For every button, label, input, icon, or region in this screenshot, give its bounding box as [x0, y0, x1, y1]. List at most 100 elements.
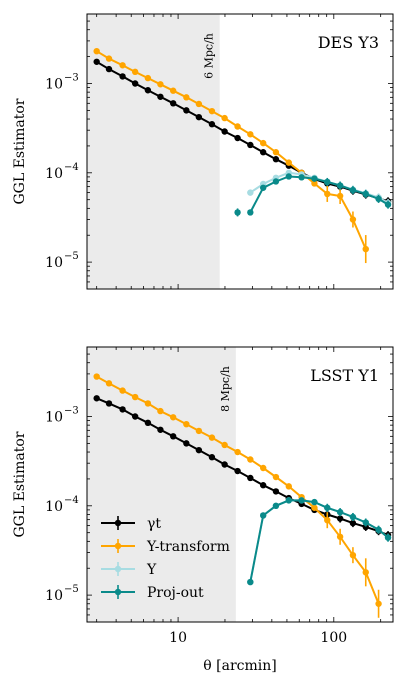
- data-point: [208, 434, 216, 441]
- legend-marker: [114, 588, 122, 596]
- data-point: [375, 600, 382, 607]
- data-point: [259, 149, 267, 156]
- legend-label: Proj-out: [147, 585, 204, 601]
- data-point: [375, 526, 382, 533]
- data-point: [247, 209, 254, 216]
- data-point: [272, 473, 280, 481]
- series-Proj-out: [247, 497, 392, 586]
- data-point: [183, 420, 190, 428]
- data-point: [157, 426, 164, 433]
- data-point: [349, 551, 357, 559]
- scale-cut-label: 8 Mpc/h: [219, 366, 232, 412]
- data-point: [183, 107, 190, 114]
- data-point: [259, 139, 267, 147]
- data-point: [93, 373, 100, 380]
- data-point: [272, 149, 280, 156]
- data-point: [119, 73, 126, 80]
- data-point: [349, 519, 357, 527]
- data-point: [362, 245, 369, 253]
- data-point: [285, 483, 292, 490]
- data-point: [247, 456, 254, 463]
- data-point: [311, 498, 318, 506]
- y-tick-exponent: −5: [64, 251, 79, 262]
- y-tick-label: 10: [45, 255, 63, 271]
- data-point: [259, 512, 267, 519]
- y-tick-exponent: −3: [64, 405, 79, 416]
- data-point: [384, 534, 392, 541]
- data-point: [144, 400, 152, 407]
- data-point: [324, 190, 331, 198]
- data-point: [247, 131, 254, 138]
- data-point: [169, 433, 177, 440]
- data-point: [285, 159, 292, 166]
- axes-frame: [86, 13, 394, 290]
- data-point: [336, 533, 344, 540]
- data-point: [324, 504, 331, 511]
- data-point: [105, 380, 113, 387]
- data-point: [195, 446, 203, 454]
- data-point: [157, 81, 164, 88]
- y-tick-label: 10: [45, 409, 63, 425]
- data-point: [259, 184, 267, 191]
- data-point: [131, 68, 139, 76]
- data-point: [131, 80, 139, 87]
- legend-label: Υ: [146, 562, 157, 578]
- data-point: [169, 100, 177, 107]
- data-point: [336, 515, 344, 522]
- data-point: [208, 107, 216, 115]
- data-point: [105, 65, 113, 73]
- data-point: [234, 123, 241, 130]
- data-point: [195, 113, 203, 121]
- data-point: [93, 395, 100, 402]
- data-point: [311, 504, 318, 511]
- series-γt: [93, 395, 392, 540]
- series-Y-transform: [93, 47, 369, 264]
- y-tick-label: 10: [45, 588, 63, 604]
- y-tick-exponent: −3: [64, 72, 79, 83]
- data-point: [259, 464, 267, 472]
- scale-cut-region: [87, 14, 220, 289]
- legend: γt Y-transform Υ Proj-out: [101, 516, 230, 601]
- data-point: [131, 413, 139, 420]
- data-point: [362, 523, 369, 531]
- legend-marker: [114, 542, 122, 550]
- data-point: [349, 216, 357, 223]
- data-point: [234, 467, 241, 475]
- data-point: [157, 93, 164, 100]
- data-point: [272, 488, 280, 495]
- data-point: [311, 180, 318, 187]
- scale-cut-region: [87, 347, 236, 622]
- data-point: [298, 174, 305, 181]
- data-point: [221, 461, 228, 468]
- axes-frame: [86, 346, 394, 623]
- data-point: [336, 508, 344, 516]
- data-point: [362, 569, 369, 576]
- data-point: [144, 419, 152, 426]
- data-point: [324, 178, 331, 186]
- data-point: [247, 141, 254, 149]
- data-point: [195, 427, 203, 435]
- legend-marker: [114, 565, 122, 573]
- data-point: [285, 173, 292, 180]
- panel-title: DES Y3: [318, 33, 379, 52]
- data-point: [259, 482, 267, 489]
- data-point: [324, 516, 331, 524]
- data-point: [93, 58, 100, 65]
- legend-marker: [114, 519, 122, 527]
- y-axis-label: GGL Estimator: [12, 431, 28, 537]
- legend-label: γt: [147, 516, 161, 532]
- data-point: [169, 414, 177, 421]
- plot-area: [87, 347, 392, 622]
- data-point: [93, 47, 100, 55]
- data-point: [234, 209, 241, 216]
- data-point: [384, 201, 392, 208]
- data-point: [208, 121, 216, 128]
- data-point: [119, 62, 126, 69]
- data-point: [362, 519, 369, 526]
- data-point: [183, 440, 190, 447]
- x-tick-label: 10: [169, 630, 187, 646]
- data-point: [349, 186, 357, 194]
- data-point: [195, 100, 203, 108]
